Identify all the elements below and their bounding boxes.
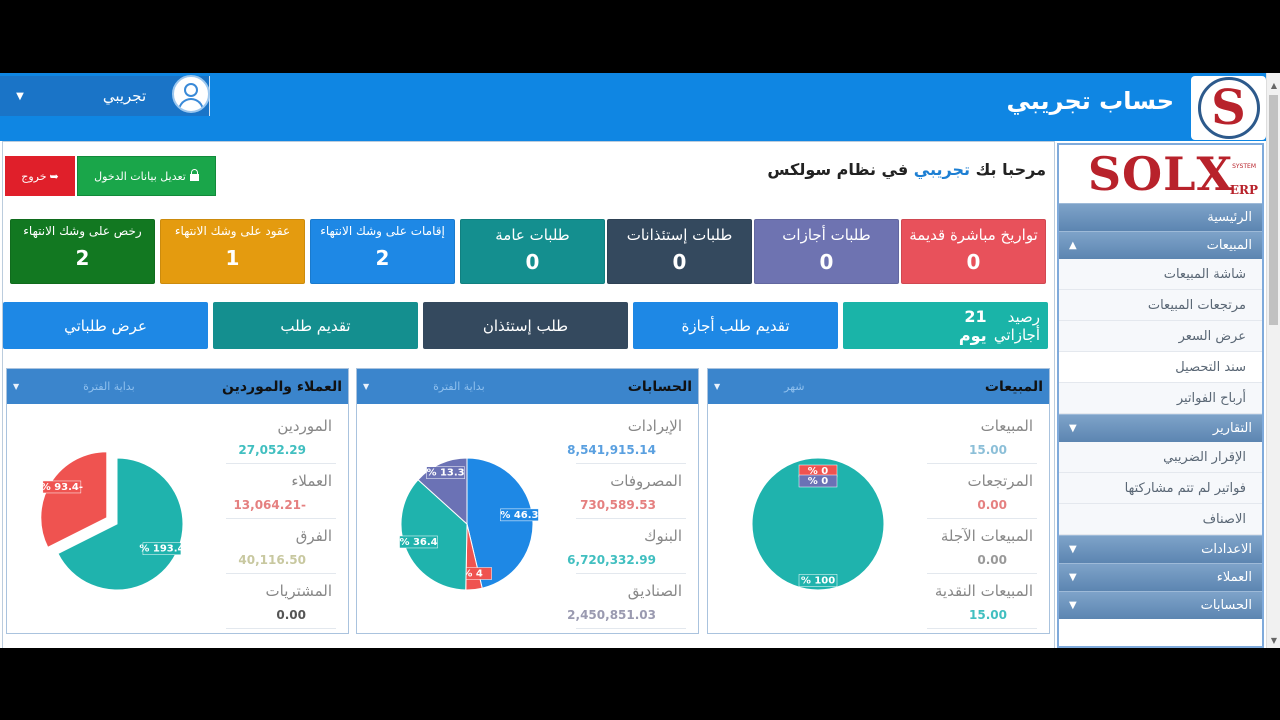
summary-tile[interactable]: رخص على وشك الانتهاء 2 bbox=[10, 219, 155, 284]
summary-tile[interactable]: عقود على وشك الانتهاء 1 bbox=[160, 219, 305, 284]
app-window: ▼ تجريبي حساب تجريبي S ▲ ▼ SOLX SYSTEM E… bbox=[0, 73, 1280, 648]
pie-label-bg bbox=[42, 480, 82, 494]
submit-request-button[interactable]: تقديم طلب bbox=[213, 302, 418, 349]
stat-row: الصناديق 2,450,851.03 bbox=[567, 574, 686, 629]
customers-pie-chart: % 193.4 % 93.4- bbox=[40, 451, 185, 591]
scroll-up-icon[interactable]: ▲ bbox=[1270, 81, 1278, 90]
period-select[interactable]: شهر ▼ bbox=[714, 380, 805, 393]
pie-slice[interactable] bbox=[400, 479, 468, 591]
pie-label-bg bbox=[798, 474, 838, 488]
chevron-icon: ▼ bbox=[1069, 423, 1077, 434]
stat-row: المبيعات الآجلة 0.00 bbox=[927, 519, 1037, 574]
summary-tile[interactable]: تواريخ مباشرة قديمة 0 bbox=[901, 219, 1046, 284]
stat-row: الفرق 40,116.50 bbox=[226, 519, 336, 574]
panel-title: العملاء والموردين bbox=[221, 378, 342, 395]
pie-slice[interactable] bbox=[40, 451, 108, 548]
sidebar-item[interactable]: التقارير ▼ bbox=[1059, 414, 1262, 442]
stat-row: المبيعات 15.00 bbox=[927, 409, 1037, 464]
stat-row: المشتريات 0.00 bbox=[226, 574, 336, 629]
logout-button[interactable]: ➥ خروج bbox=[5, 156, 75, 196]
sidebar-item[interactable]: الإقرار الضريبي bbox=[1059, 442, 1262, 473]
company-logo: S bbox=[1191, 76, 1266, 140]
sidebar-item[interactable]: العملاء ▼ bbox=[1059, 563, 1262, 591]
lock-icon bbox=[189, 169, 199, 181]
pie-label: % 46.3 bbox=[500, 510, 538, 521]
sidebar-item[interactable]: عرض السعر bbox=[1059, 321, 1262, 352]
sales-panel: المبيعات شهر ▼ المبيعات 15.00 المرتجعات 0.00… bbox=[707, 368, 1050, 634]
panel-title: الحسابات bbox=[627, 378, 692, 395]
stat-row: البنوك 6,720,332.99 bbox=[567, 519, 686, 574]
sidebar-item[interactable]: الرئيسية bbox=[1059, 203, 1262, 231]
sidebar-item[interactable]: سند التحصيل bbox=[1059, 352, 1262, 383]
sidebar-item[interactable]: أرباح الفواتير bbox=[1059, 383, 1262, 414]
sidebar: SOLX SYSTEM ERP الرئيسية المبيعات ▲ شاشة ال… bbox=[1057, 143, 1264, 648]
caret-down-icon[interactable]: ▼ bbox=[714, 382, 721, 391]
request-leave-button[interactable]: تقديم طلب أجازة bbox=[633, 302, 838, 349]
pie-slice[interactable] bbox=[751, 457, 885, 591]
pie-label-bg bbox=[798, 574, 838, 587]
pie-label-bg bbox=[426, 466, 465, 479]
scrollbar[interactable]: ▲ ▼ bbox=[1266, 73, 1280, 648]
chevron-icon: ▼ bbox=[1069, 572, 1077, 583]
stat-row: المبيعات النقدية 15.00 bbox=[927, 574, 1037, 629]
sidebar-item[interactable]: المبيعات ▲ bbox=[1059, 231, 1262, 259]
pie-label: % 0 bbox=[808, 476, 829, 487]
stat-row: المرتجعات 0.00 bbox=[927, 464, 1037, 519]
sidebar-item[interactable]: مرتجعات المبيعات bbox=[1059, 290, 1262, 321]
pie-label: % 193.4 bbox=[139, 544, 184, 555]
sidebar-item[interactable]: شاشة المبيعات bbox=[1059, 259, 1262, 290]
sales-pie-chart: % 100 % 0% 0 bbox=[751, 457, 885, 591]
sidebar-item[interactable]: الاصناف bbox=[1059, 504, 1262, 535]
top-bar: ▼ تجريبي حساب تجريبي S bbox=[0, 73, 1266, 141]
stat-row: العملاء 13,064.21- bbox=[226, 464, 336, 519]
solx-logo: SOLX SYSTEM ERP bbox=[1087, 147, 1258, 201]
summary-tile[interactable]: إقامات على وشك الانتهاء 2 bbox=[310, 219, 455, 284]
chevron-icon: ▼ bbox=[1069, 600, 1077, 611]
pie-label: % 100 bbox=[801, 575, 835, 586]
edit-login-button[interactable]: تعديل بيانات الدخول bbox=[77, 156, 216, 196]
scroll-down-icon[interactable]: ▼ bbox=[1270, 636, 1278, 645]
caret-down-icon[interactable]: ▼ bbox=[363, 382, 370, 391]
pie-label-bg bbox=[500, 508, 539, 522]
period-select[interactable]: بداية الفترة ▼ bbox=[363, 380, 485, 393]
pie-label: % 36.4 bbox=[399, 537, 437, 548]
sidebar-item[interactable]: فواتير لم تتم مشاركتها bbox=[1059, 473, 1262, 504]
pie-slice[interactable] bbox=[57, 457, 184, 591]
leave-balance: رصيد أجازاتي 21 يوم bbox=[843, 302, 1048, 349]
period-select[interactable]: بداية الفترة ▼ bbox=[13, 380, 135, 393]
pie-label: % 93.4- bbox=[41, 482, 83, 493]
sidebar-item[interactable]: الحسابات ▼ bbox=[1059, 591, 1262, 619]
stat-row: المصروفات 730,589.53 bbox=[576, 464, 686, 519]
company-name: حساب تجريبي bbox=[1006, 87, 1174, 115]
summary-tile[interactable]: طلبات أجازات 0 bbox=[754, 219, 899, 284]
stat-row: الموردين 27,052.29 bbox=[226, 409, 336, 464]
panel-title: المبيعات bbox=[984, 378, 1043, 395]
pie-label: % 0 bbox=[808, 466, 829, 477]
sidebar-item[interactable]: الاعدادات ▼ bbox=[1059, 535, 1262, 563]
customers-panel: العملاء والموردين بداية الفترة ▼ الموردين… bbox=[6, 368, 349, 634]
user-name: تجريبي bbox=[102, 87, 147, 105]
caret-down-icon[interactable]: ▼ bbox=[13, 382, 20, 391]
summary-tile[interactable]: طلبات عامة 0 bbox=[460, 219, 605, 284]
chevron-icon: ▲ bbox=[1069, 240, 1077, 251]
view-requests-button[interactable]: عرض طلباتي bbox=[3, 302, 208, 349]
sign-out-icon: ➥ bbox=[49, 169, 59, 183]
welcome-message: مرحبا بك تجريبي في نظام سولكس bbox=[767, 160, 1046, 179]
request-permission-button[interactable]: طلب إستئذان bbox=[423, 302, 628, 349]
stat-row: الإيرادات 8,541,915.14 bbox=[567, 409, 686, 464]
scroll-thumb[interactable] bbox=[1269, 95, 1278, 325]
pie-label: % 4 bbox=[462, 568, 483, 579]
chevron-icon: ▼ bbox=[1069, 544, 1077, 555]
summary-tiles: تواريخ مباشرة قديمة 0 طلبات أجازات 0 طلبات إ… bbox=[8, 219, 1051, 284]
action-buttons: رصيد أجازاتي 21 يوم تقديم طلب أجازة طلب … bbox=[3, 302, 1051, 350]
pie-label-bg bbox=[142, 542, 182, 555]
main-content: مرحبا بك تجريبي في نظام سولكس تعديل بيان… bbox=[2, 141, 1055, 648]
caret-down-icon[interactable]: ▼ bbox=[16, 90, 24, 102]
summary-tile[interactable]: طلبات إستئذانات 0 bbox=[607, 219, 752, 284]
avatar-icon[interactable] bbox=[172, 75, 210, 113]
accounts-pie-chart: % 46.3 % 4 % 36.4 % 13.3 bbox=[399, 457, 539, 591]
pie-label: % 13.3 bbox=[426, 468, 464, 479]
pie-label-bg bbox=[399, 535, 438, 549]
accounts-panel: الحسابات بداية الفترة ▼ الإيرادات 8,541,91… bbox=[356, 368, 699, 634]
